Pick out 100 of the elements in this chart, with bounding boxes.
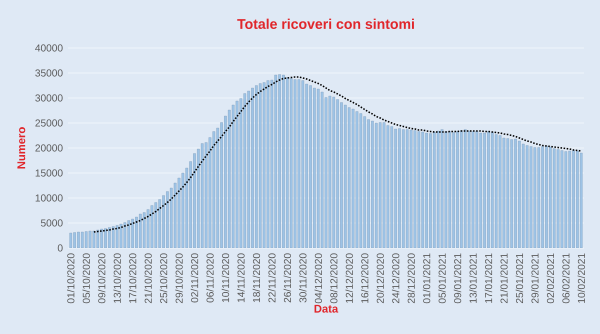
bar [320, 92, 324, 248]
bar [374, 122, 378, 248]
bar [282, 74, 285, 248]
bar [108, 227, 111, 248]
bar [502, 138, 506, 248]
bar [212, 131, 216, 248]
bar [460, 130, 463, 248]
bar [452, 132, 455, 248]
bar [336, 99, 339, 248]
bar [104, 228, 107, 248]
bar [394, 128, 397, 248]
bar [552, 148, 556, 248]
bar [305, 84, 308, 248]
x-tick-label: 05/01/2021 [438, 253, 446, 304]
bar [138, 214, 142, 248]
bar [158, 199, 162, 248]
bar [127, 220, 130, 248]
bar [421, 132, 424, 248]
bar [564, 151, 568, 248]
bar [572, 150, 575, 248]
bar [316, 88, 320, 248]
x-tick-label: 22/11/2020 [268, 253, 276, 302]
x-tick-label: 29/01/2021 [531, 253, 539, 304]
bar [541, 146, 544, 248]
bar [96, 230, 100, 248]
y-tick-label: 30000 [35, 94, 63, 102]
bar [506, 138, 510, 248]
bar [406, 129, 409, 248]
bar [417, 131, 420, 248]
bar [436, 130, 440, 248]
x-tick-label: 01/10/2020 [66, 253, 74, 304]
bar [301, 80, 304, 248]
bar [92, 230, 96, 248]
bar [243, 93, 246, 248]
x-tick-label: 26/11/2020 [284, 253, 292, 302]
bar [371, 120, 374, 248]
bar [166, 191, 169, 248]
x-axis-title: Data [314, 304, 338, 313]
bar [274, 74, 278, 248]
y-tick-label: 10000 [36, 194, 63, 202]
x-tick-label: 25/10/2020 [160, 253, 168, 304]
bar [429, 133, 432, 248]
bar [162, 195, 165, 248]
x-tick-label: 16/12/2020 [360, 253, 368, 303]
bar [425, 132, 428, 248]
bar [150, 205, 154, 248]
y-tick-label: 20000 [35, 144, 63, 152]
bar [359, 113, 362, 248]
bar [131, 218, 134, 248]
bar [298, 79, 300, 248]
y-tick-label: 15000 [36, 169, 63, 177]
bar [398, 128, 401, 248]
bar [479, 132, 482, 248]
x-tick-label: 21/01/2021 [500, 253, 508, 304]
x-tick-label: 17/01/2021 [484, 253, 492, 303]
bar [363, 116, 366, 248]
x-tick-label: 06/11/2020 [206, 253, 214, 302]
bar [247, 90, 250, 248]
bar [386, 125, 390, 248]
x-tick-label: 17/10/2020 [128, 253, 136, 303]
bar [378, 122, 382, 248]
bar [549, 146, 552, 248]
bar [73, 232, 76, 248]
bar [154, 202, 158, 248]
bar [367, 119, 370, 248]
x-tick-label: 08/12/2020 [330, 253, 338, 304]
y-tick-label: 40000 [35, 44, 63, 52]
bar [348, 107, 351, 248]
bar [328, 96, 332, 248]
x-tick-label: 10/11/2020 [222, 253, 230, 302]
x-tick-label: 13/10/2020 [113, 253, 121, 303]
bar [313, 88, 316, 248]
chart-title: Totale ricoveri con sintomi [237, 18, 414, 29]
x-tick-label: 02/02/2021 [546, 253, 554, 304]
x-tick-label: 09/01/2021 [454, 253, 462, 304]
x-tick-label: 18/11/2020 [252, 253, 260, 302]
x-tick-label: 21/10/2020 [144, 253, 152, 304]
bar [100, 228, 103, 248]
y-tick-label: 0 [58, 244, 63, 252]
bar [518, 140, 521, 248]
bar [278, 74, 281, 248]
bar [146, 209, 150, 248]
bar [476, 130, 478, 248]
bar [556, 149, 560, 248]
bar [537, 147, 540, 248]
bar [580, 152, 583, 248]
x-tick-label: 06/02/2021 [562, 253, 570, 304]
x-tick-label: 20/12/2020 [376, 253, 384, 304]
bar [344, 104, 347, 248]
bar [116, 225, 118, 248]
bar [468, 130, 470, 248]
bar [232, 104, 235, 248]
bar [258, 83, 262, 248]
bar [487, 131, 490, 248]
y-tick-label: 5000 [40, 219, 63, 227]
bar [414, 130, 416, 248]
x-tick-label: 29/10/2020 [175, 253, 183, 304]
bar [390, 126, 394, 248]
bar [124, 222, 126, 248]
bar [251, 88, 254, 248]
